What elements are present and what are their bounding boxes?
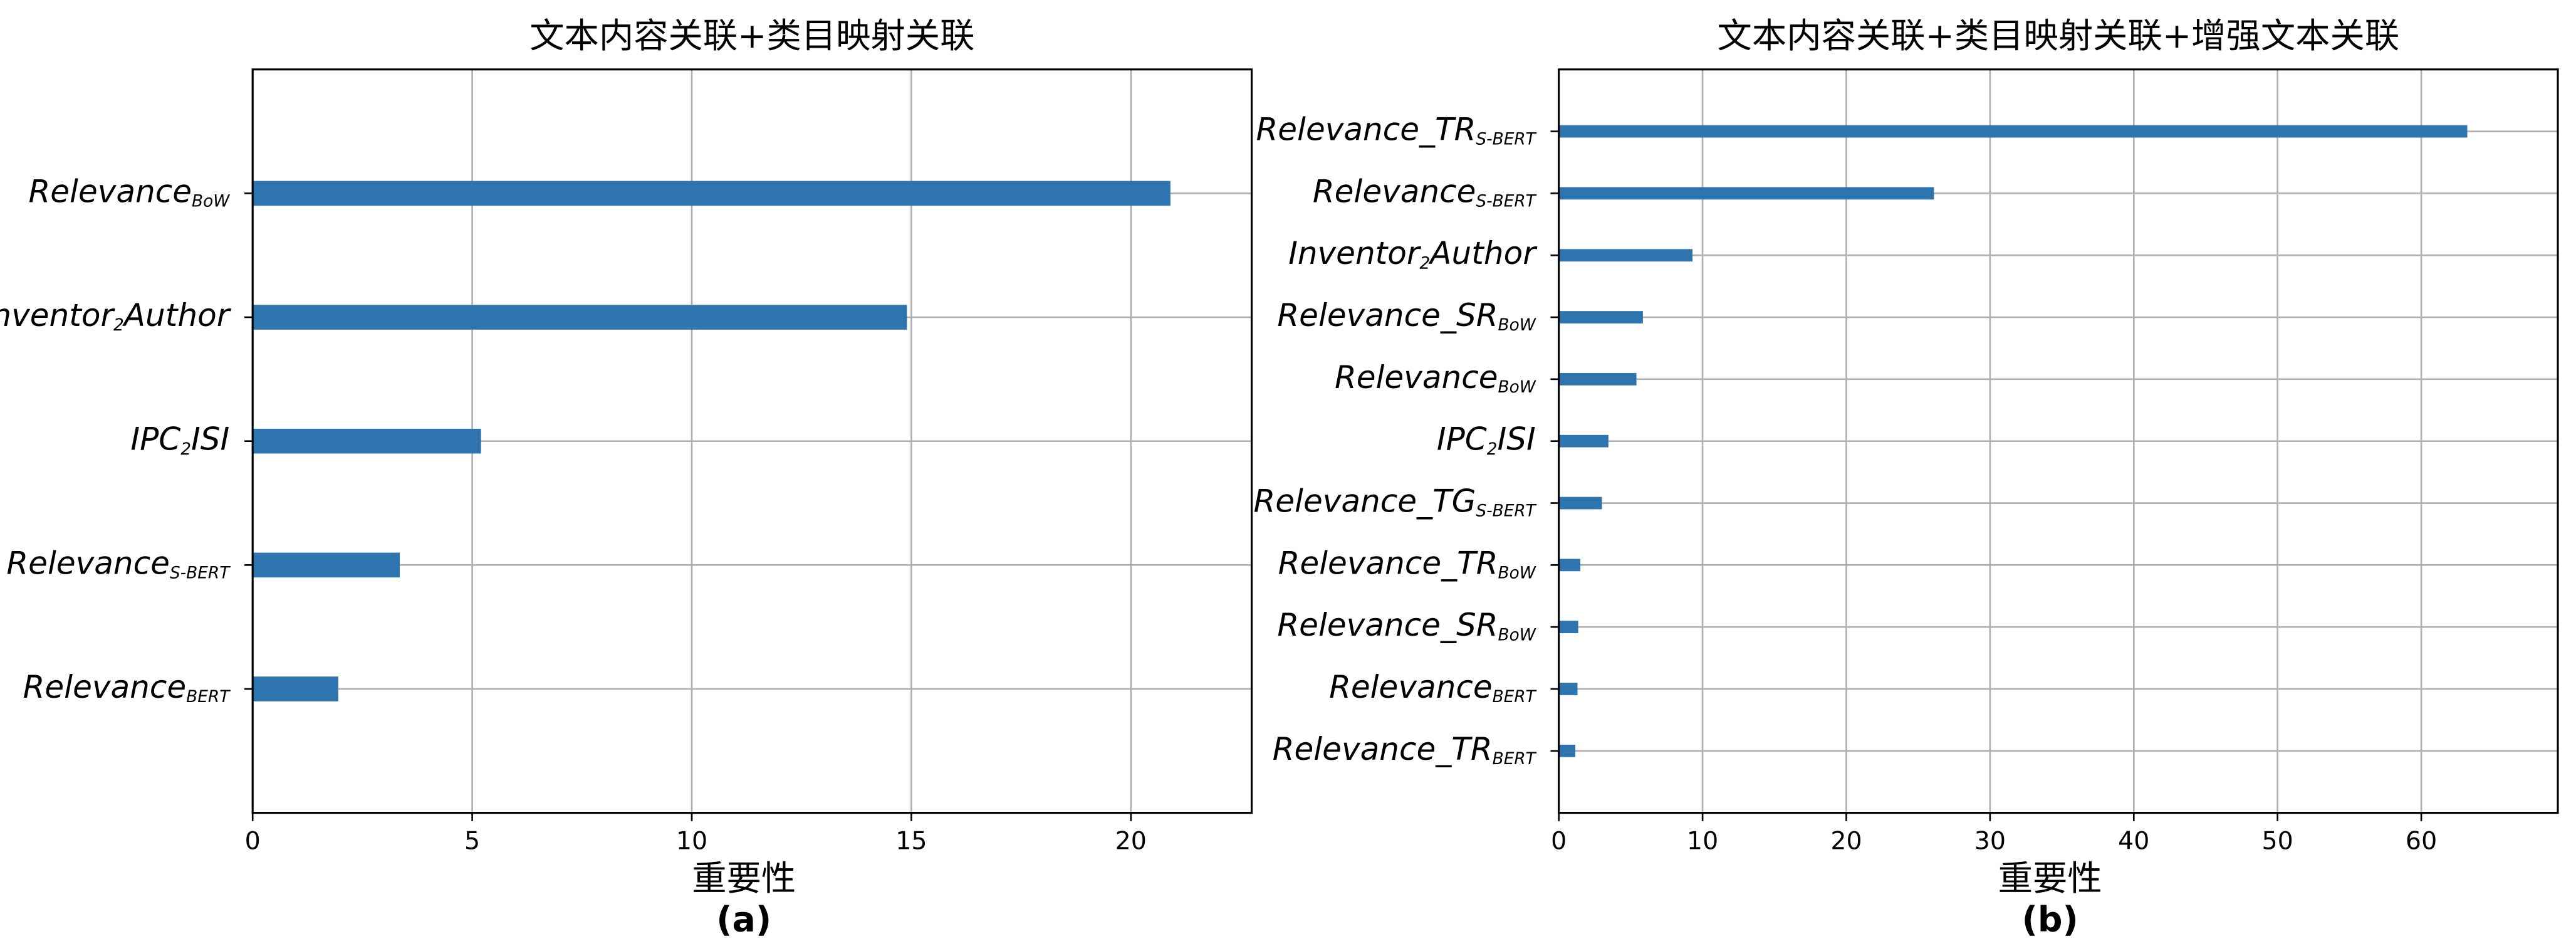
- x-tick-label: 20: [1830, 827, 1862, 856]
- label-sub: 2: [180, 439, 191, 458]
- y-tick-label: RelevanceBoW: [28, 173, 230, 211]
- label-sub: BoW: [1498, 626, 1536, 644]
- y-tick-label: RelevanceS-BERT: [1313, 173, 1537, 211]
- label-after: ISI: [191, 421, 229, 457]
- label-main: Relevance_TR: [1273, 730, 1493, 767]
- x-tick-label: 10: [1687, 827, 1718, 856]
- label-main: Relevance_SR: [1277, 607, 1498, 643]
- label-main: Relevance: [1313, 173, 1476, 209]
- label-sub: BoW: [192, 192, 230, 211]
- y-tick-label: RelevanceS-BERT: [6, 545, 231, 582]
- label-sub: BoW: [1498, 378, 1536, 397]
- label-main: Relevance: [6, 545, 170, 581]
- label-sub: S-BERT: [1476, 192, 1536, 211]
- bar: [253, 676, 338, 701]
- bar: [253, 428, 481, 454]
- y-tick-label: Inventor2Author: [1288, 235, 1538, 273]
- label-main: Inventor: [1288, 235, 1422, 271]
- x-tick-label: 0: [245, 827, 261, 856]
- x-axis-label: 重要性: [692, 859, 796, 899]
- caption: (a): [716, 900, 771, 940]
- label-sub: BERT: [1493, 749, 1537, 768]
- label-main: IPC: [130, 421, 180, 457]
- label-sub: S-BERT: [170, 564, 231, 582]
- label-sub: 2: [113, 316, 124, 335]
- x-tick-label: 15: [895, 827, 927, 856]
- x-tick-label: 30: [1974, 827, 2006, 856]
- y-tick-label: RelevanceBERT: [23, 668, 231, 706]
- label-main: Relevance_TG: [1253, 483, 1476, 519]
- label-main: Relevance: [1329, 668, 1493, 705]
- y-tick-label: RelevanceBoW: [1335, 359, 1536, 396]
- y-tick-label: IPC2ISI: [130, 421, 229, 458]
- bar: [1558, 434, 1609, 448]
- caption: (b): [2022, 900, 2078, 940]
- bar: [1558, 744, 1576, 757]
- label-main: IPC: [1437, 421, 1487, 457]
- bar: [253, 305, 907, 330]
- x-axis-label: 重要性: [1998, 859, 2102, 899]
- label-sub: 2: [1487, 439, 1498, 458]
- label-sub: BERT: [186, 688, 231, 707]
- bar: [1558, 125, 2468, 138]
- x-tick-label: 60: [2406, 827, 2437, 856]
- label-main: Relevance: [23, 668, 187, 705]
- label-after: ISI: [1497, 421, 1535, 457]
- label-sub: S-BERT: [1476, 130, 1536, 149]
- x-tick-label: 20: [1115, 827, 1147, 856]
- y-tick-label: Relevance_TGS-BERT: [1253, 483, 1536, 520]
- label-main: Relevance_TR: [1256, 111, 1476, 147]
- x-tick-label: 5: [464, 827, 480, 856]
- y-tick-label: Relevance_TRBERT: [1273, 730, 1537, 768]
- y-tick-label: Relevance_SRBoW: [1277, 607, 1536, 644]
- axes-frame: [1558, 68, 2559, 814]
- bar: [1558, 249, 1693, 262]
- bar: [1558, 187, 1934, 200]
- bar: [1558, 311, 1643, 323]
- bar: [1558, 683, 1578, 695]
- label-main: Relevance: [28, 173, 192, 209]
- chart-title: 文本内容关联+类目映射关联: [529, 16, 974, 56]
- bar: [1558, 621, 1578, 634]
- bar: [253, 552, 400, 578]
- label-main: Relevance_SR: [1277, 297, 1498, 334]
- label-main: Relevance: [1335, 359, 1498, 395]
- label-main: Relevance_TR: [1278, 545, 1498, 581]
- y-tick-label: Relevance_TRS-BERT: [1256, 111, 1536, 149]
- y-tick-label: Inventor2Author: [0, 297, 232, 335]
- label-sub: BoW: [1498, 316, 1536, 335]
- y-tick-label: RelevanceBERT: [1329, 668, 1537, 706]
- label-sub: 2: [1420, 254, 1431, 273]
- y-tick-label: IPC2ISI: [1437, 421, 1536, 458]
- label-after: Author: [122, 297, 232, 334]
- x-tick-label: 50: [2262, 827, 2293, 856]
- bar: [253, 181, 1171, 206]
- y-tick-label: Relevance_TRBoW: [1278, 545, 1536, 582]
- x-tick-label: 10: [676, 827, 707, 856]
- label-main: Inventor: [0, 297, 115, 334]
- y-tick-label: Relevance_SRBoW: [1277, 297, 1536, 335]
- label-after: Author: [1428, 235, 1538, 271]
- bar: [1558, 559, 1581, 572]
- label-sub: BERT: [1493, 688, 1537, 707]
- x-tick-label: 0: [1551, 827, 1567, 856]
- label-sub: S-BERT: [1476, 502, 1536, 520]
- bar: [1558, 497, 1602, 510]
- label-sub: BoW: [1498, 564, 1536, 582]
- chart-title: 文本内容关联+类目映射关联+增强文本关联: [1718, 16, 2400, 56]
- bar: [1558, 372, 1637, 386]
- axes-frame: [251, 68, 1253, 814]
- x-tick-label: 40: [2118, 827, 2149, 856]
